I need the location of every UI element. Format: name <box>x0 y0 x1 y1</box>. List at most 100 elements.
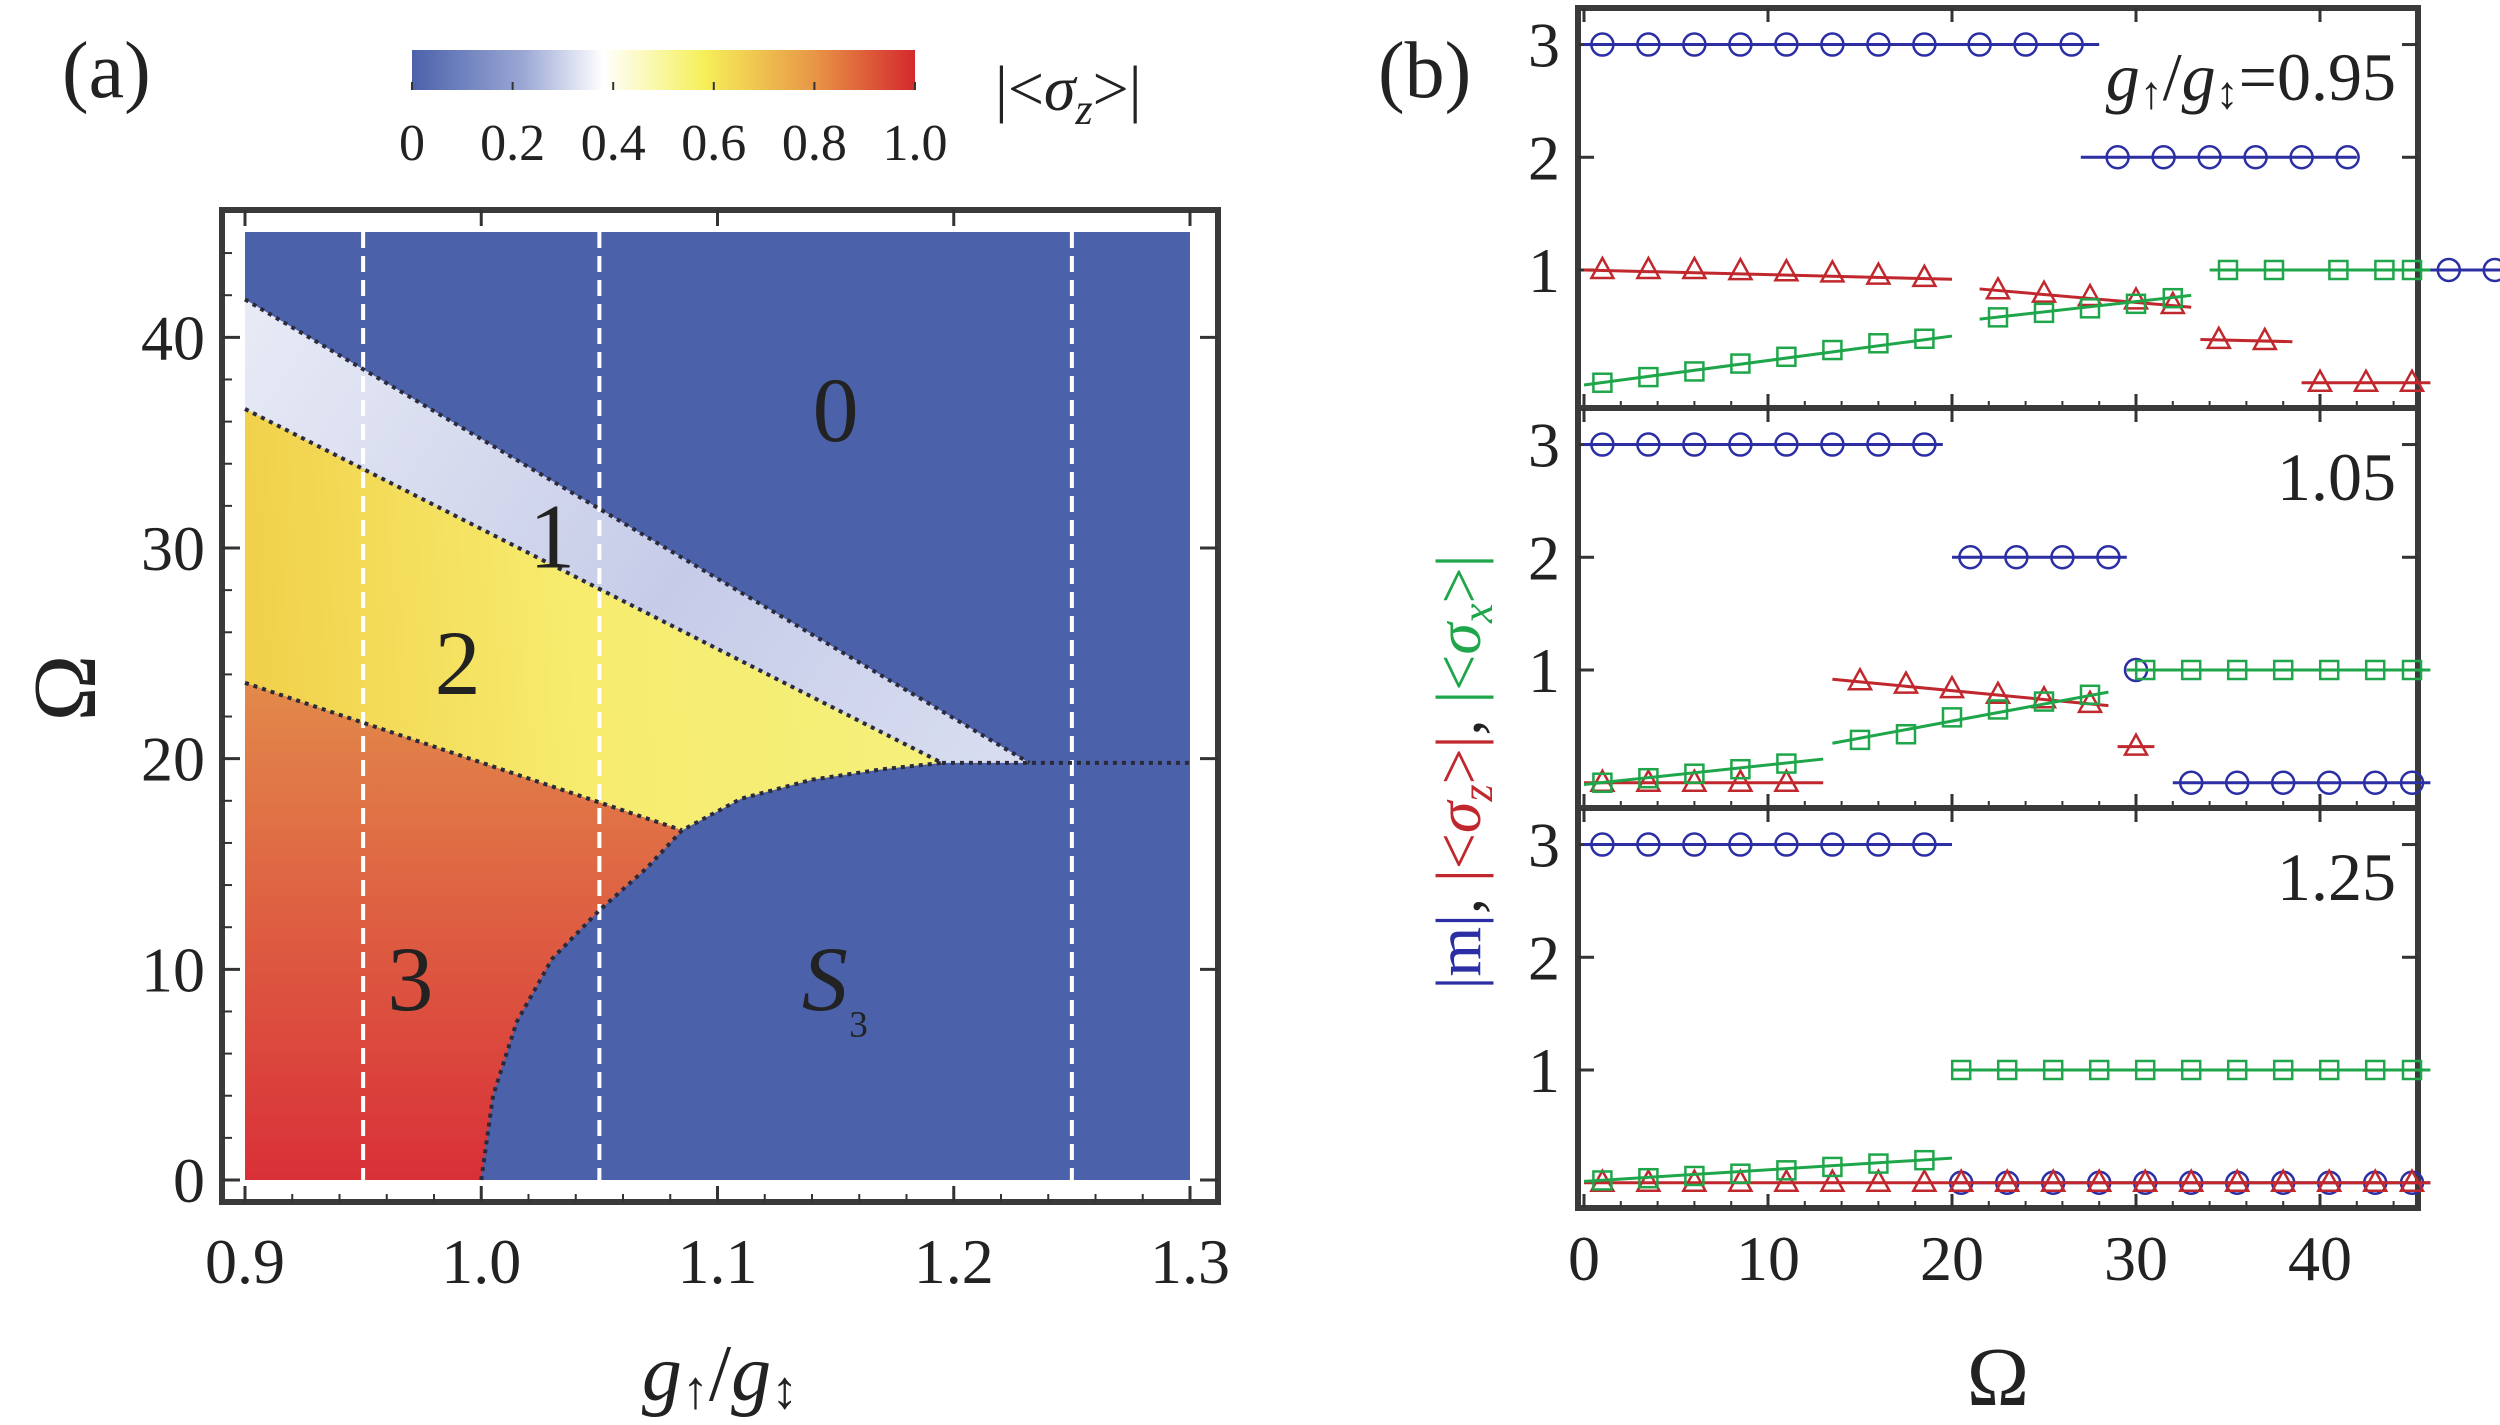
marker-circle <box>2362 770 2388 795</box>
line-panels: 1 2 3 g↑/g↕=0.95 1 2 3 1.05 1 2 3 1.25 0 10 20 30 40 <box>1528 5 2500 1294</box>
marker-triangle <box>1984 275 2012 300</box>
marker-circle <box>1820 832 1845 857</box>
marker-square <box>2364 1059 2386 1081</box>
subplot-frame <box>1575 805 2421 1211</box>
marker-square <box>2125 293 2147 315</box>
marker-square <box>2226 1059 2248 1081</box>
marker-triangle <box>2251 326 2278 351</box>
marker-square <box>1638 767 1659 789</box>
marker-square <box>1684 361 1705 382</box>
marker-circle <box>2399 770 2425 795</box>
panels-xlabel: Ω <box>1967 1331 2029 1424</box>
series-line <box>1583 1156 1953 1183</box>
marker-triangle <box>2030 279 2058 303</box>
series-line <box>1583 268 1953 281</box>
marker-triangle <box>1846 666 1874 691</box>
series-circle <box>1584 432 2431 795</box>
marker-square <box>1941 707 1963 728</box>
marker-square <box>2079 684 2101 706</box>
boundary-2-1 <box>244 407 943 765</box>
marker-circle <box>2482 257 2500 283</box>
marker-circle <box>1636 432 1661 457</box>
marker-circle <box>2178 770 2204 795</box>
marker-circle <box>1774 32 1799 57</box>
y-tick-label: 10 <box>141 934 205 1005</box>
x-tick-label: 1.2 <box>914 1226 994 1297</box>
colorbar-gradient <box>412 50 915 90</box>
marker-circle <box>2004 545 2029 570</box>
marker-square <box>1592 1170 1613 1191</box>
y-tick-label: 2 <box>1528 522 1560 593</box>
series-line <box>1979 287 2192 309</box>
marker-square <box>1950 1059 1972 1081</box>
series-square <box>1583 259 2431 393</box>
marker-triangle <box>1938 674 1966 699</box>
marker-triangle <box>1892 670 1920 694</box>
marker-triangle <box>2122 285 2150 310</box>
phase-ylabel: Ω <box>16 655 115 722</box>
marker-circle <box>2436 257 2462 283</box>
boundary-1-0 <box>243 297 1031 765</box>
marker-square <box>2318 659 2340 681</box>
marker-triangle <box>2362 1168 2389 1192</box>
marker-triangle <box>1727 768 1754 792</box>
colorbar-tick-label: 0.4 <box>581 115 646 172</box>
marker-circle <box>2335 145 2360 170</box>
marker-triangle <box>2306 368 2334 392</box>
marker-square <box>1638 366 1659 388</box>
marker-triangle <box>2122 732 2150 756</box>
phase-diagram: 0 12 3 S₃ 0.9 1.0 1.1 1.2 1.3 0 10 20 30 40 g↑/g↕ Ω <box>16 207 1230 1420</box>
x-tick-label: 20 <box>1920 1223 1984 1294</box>
marker-square <box>1776 1160 1797 1181</box>
marker-triangle <box>2030 684 2058 709</box>
x-tick-label: 0 <box>1568 1223 1600 1294</box>
marker-circle <box>2316 770 2342 795</box>
marker-triangle <box>1865 1168 1892 1192</box>
marker-square <box>1592 372 1613 393</box>
marker-square <box>1592 772 1613 793</box>
marker-square <box>1638 1167 1659 1189</box>
marker-circle <box>1820 32 1845 57</box>
panel-b-label: (b) <box>1378 27 1471 115</box>
x-tick-label: 10 <box>1736 1223 1800 1294</box>
marker-circle <box>1590 832 1615 857</box>
marker-square <box>1987 307 2009 328</box>
marker-circle <box>1728 832 1753 857</box>
x-tick-label: 0.9 <box>205 1226 285 1297</box>
marker-triangle <box>2352 368 2380 392</box>
marker-square <box>1822 1156 1843 1178</box>
marker-square <box>2401 659 2423 681</box>
subplot-annotation: 1.05 <box>2277 439 2396 515</box>
marker-triangle <box>2398 368 2426 392</box>
marker-square <box>2328 259 2349 281</box>
colorbar-ticks: 0 0.2 0.4 0.6 0.8 1.0 <box>399 82 948 172</box>
marker-triangle <box>1681 255 1708 280</box>
marker-triangle <box>1819 1168 1846 1192</box>
marker-square <box>2033 691 2055 712</box>
marker-square <box>1684 763 1705 784</box>
colorbar-tick-label: 0.8 <box>782 115 847 172</box>
marker-square <box>1730 353 1751 374</box>
marker-square <box>2401 259 2423 281</box>
marker-circle <box>1912 832 1937 857</box>
marker-square <box>2272 1059 2294 1081</box>
marker-triangle <box>1635 255 1662 280</box>
marker-circle <box>1820 432 1845 457</box>
marker-circle <box>2105 145 2130 170</box>
marker-circle <box>2013 32 2038 57</box>
panels-ylabel: |m|, |<σz>|, |<σx>| <box>1423 555 1502 990</box>
marker-square <box>2162 287 2184 309</box>
subplot-3: 1 2 3 1.25 0 10 20 30 40 <box>1528 805 2431 1294</box>
marker-square <box>1914 1149 1935 1171</box>
y-tick-label: 3 <box>1528 410 1560 481</box>
y-tick-label: 3 <box>1528 810 1560 881</box>
marker-circle <box>1866 32 1891 57</box>
marker-square <box>2079 298 2101 319</box>
x-tick-label: 1.0 <box>441 1226 521 1297</box>
marker-square <box>2374 259 2395 281</box>
marker-square <box>1914 328 1935 350</box>
x-tick-label: 30 <box>2104 1223 2168 1294</box>
series-triangle <box>1583 255 2431 392</box>
marker-triangle <box>2040 1168 2067 1192</box>
region-label: S₃ <box>802 928 870 1038</box>
